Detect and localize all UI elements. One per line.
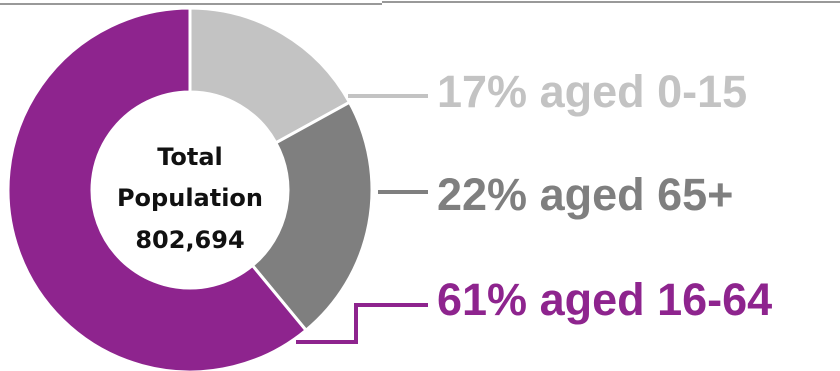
center-label-line1: Total [157,143,223,171]
donut-slices [6,6,374,371]
donut-slice-aged-65 [250,100,374,333]
slice-label-aged-65-plus: 22% aged 65+ [437,169,733,220]
donut-slice-aged-0-15 [188,6,352,145]
center-label-line2: Population [117,184,263,212]
center-label-total: 802,694 [135,226,244,254]
donut-slice-aged-16-64 [6,6,309,371]
slice-label-aged-16-64: 61% aged 16-64 [437,274,772,325]
leader-lines [296,94,428,344]
slice-label-aged-0-15: 17% aged 0-15 [437,66,747,117]
leader-line-aged-16-64 [296,303,428,344]
